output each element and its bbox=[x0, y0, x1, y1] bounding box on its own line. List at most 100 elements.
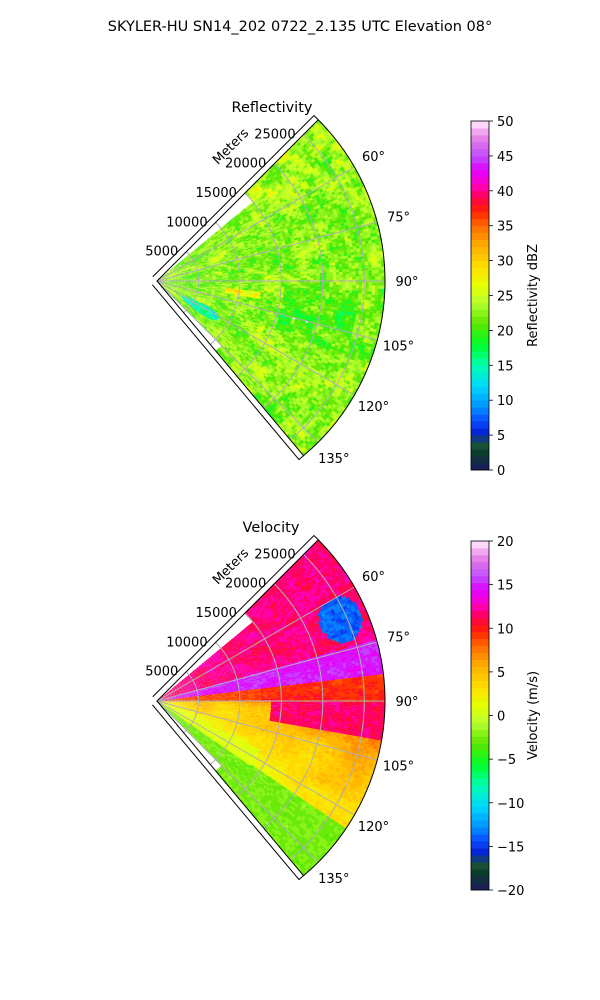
field-bin bbox=[177, 262, 181, 266]
field-bin bbox=[220, 238, 225, 242]
field-bin bbox=[162, 274, 166, 278]
field-bin bbox=[172, 267, 177, 270]
field-bin bbox=[228, 247, 233, 250]
field-bin bbox=[201, 258, 205, 261]
field-bin bbox=[246, 239, 251, 242]
field-bin bbox=[168, 273, 173, 276]
field-bin bbox=[199, 248, 203, 252]
field-bin bbox=[162, 276, 167, 279]
field-bin bbox=[204, 244, 209, 248]
field-bin bbox=[177, 270, 182, 272]
field-bin bbox=[215, 251, 220, 255]
field-bin bbox=[195, 255, 200, 258]
field-bin bbox=[164, 272, 168, 276]
field-bin bbox=[205, 239, 209, 243]
field-bin bbox=[240, 216, 245, 221]
field-bin bbox=[177, 269, 182, 272]
field-bin bbox=[239, 239, 243, 243]
field-bin bbox=[195, 249, 200, 252]
field-bin bbox=[190, 252, 194, 255]
field-bin bbox=[159, 276, 163, 279]
field-bin bbox=[215, 243, 220, 246]
field-bin bbox=[190, 252, 194, 256]
field-bin bbox=[183, 260, 188, 263]
field-bin bbox=[231, 231, 236, 235]
field-bin bbox=[221, 235, 226, 239]
field-bin bbox=[195, 253, 199, 257]
field-bin bbox=[221, 248, 226, 252]
field-bin bbox=[177, 261, 181, 265]
field-bin bbox=[164, 273, 169, 276]
field-bin bbox=[194, 247, 199, 251]
field-bin bbox=[227, 226, 232, 230]
field-bin bbox=[177, 269, 182, 272]
field-bin bbox=[228, 227, 233, 231]
field-bin bbox=[211, 250, 216, 254]
field-bin bbox=[182, 258, 186, 262]
field-bin bbox=[215, 231, 220, 235]
field-bin bbox=[170, 269, 174, 272]
field-bin bbox=[197, 251, 202, 255]
field-bin bbox=[211, 249, 216, 253]
field-bin bbox=[180, 268, 185, 271]
field-bin bbox=[226, 224, 231, 228]
field-bin bbox=[206, 246, 210, 250]
field-bin bbox=[208, 244, 212, 248]
field-bin bbox=[199, 249, 204, 252]
field-bin bbox=[208, 251, 213, 254]
field-bin bbox=[174, 270, 178, 273]
field-bin bbox=[192, 262, 196, 265]
field-bin bbox=[173, 267, 177, 271]
field-bin bbox=[217, 229, 222, 233]
field-bin bbox=[219, 251, 224, 254]
field-bin bbox=[168, 273, 173, 276]
field-bin bbox=[214, 242, 219, 246]
field-bin bbox=[233, 222, 237, 227]
field-bin bbox=[188, 262, 193, 265]
field-bin bbox=[167, 271, 171, 274]
field-bin bbox=[225, 241, 230, 244]
field-bin bbox=[165, 273, 169, 276]
field-bin bbox=[216, 232, 220, 236]
field-bin bbox=[209, 252, 213, 255]
field-bin bbox=[231, 225, 236, 229]
field-bin bbox=[236, 228, 241, 232]
field-bin bbox=[183, 266, 187, 269]
field-bin bbox=[236, 221, 241, 226]
field-bin bbox=[182, 264, 187, 268]
field-bin bbox=[170, 269, 174, 272]
field-bin bbox=[206, 241, 210, 245]
field-bin bbox=[251, 236, 257, 240]
field-bin bbox=[194, 259, 199, 262]
field-bin bbox=[186, 265, 190, 268]
field-bin bbox=[210, 235, 214, 239]
field-bin bbox=[201, 245, 206, 249]
field-bin bbox=[173, 267, 177, 271]
field-bin bbox=[167, 270, 171, 273]
field-bin bbox=[215, 237, 219, 241]
field-bin bbox=[213, 253, 218, 257]
field-bin bbox=[222, 249, 227, 253]
field-bin bbox=[196, 249, 200, 253]
field-bin bbox=[254, 233, 259, 237]
field-bin bbox=[167, 270, 171, 274]
field-bin bbox=[252, 230, 258, 234]
field-bin bbox=[195, 254, 200, 258]
field-bin bbox=[220, 245, 224, 248]
field-bin bbox=[219, 237, 224, 241]
field-bin bbox=[209, 253, 214, 257]
field-bin bbox=[214, 235, 218, 239]
field-bin bbox=[210, 236, 215, 240]
field-bin bbox=[201, 251, 205, 254]
field-bin bbox=[230, 237, 235, 241]
field-bin bbox=[233, 217, 238, 221]
field-bin bbox=[190, 258, 194, 261]
field-bin bbox=[205, 245, 209, 249]
field-bin bbox=[168, 274, 173, 276]
field-bin bbox=[245, 231, 250, 235]
field-bin bbox=[162, 274, 166, 277]
field-bin bbox=[205, 246, 210, 249]
field-bin bbox=[177, 262, 181, 265]
field-bin bbox=[197, 245, 201, 249]
